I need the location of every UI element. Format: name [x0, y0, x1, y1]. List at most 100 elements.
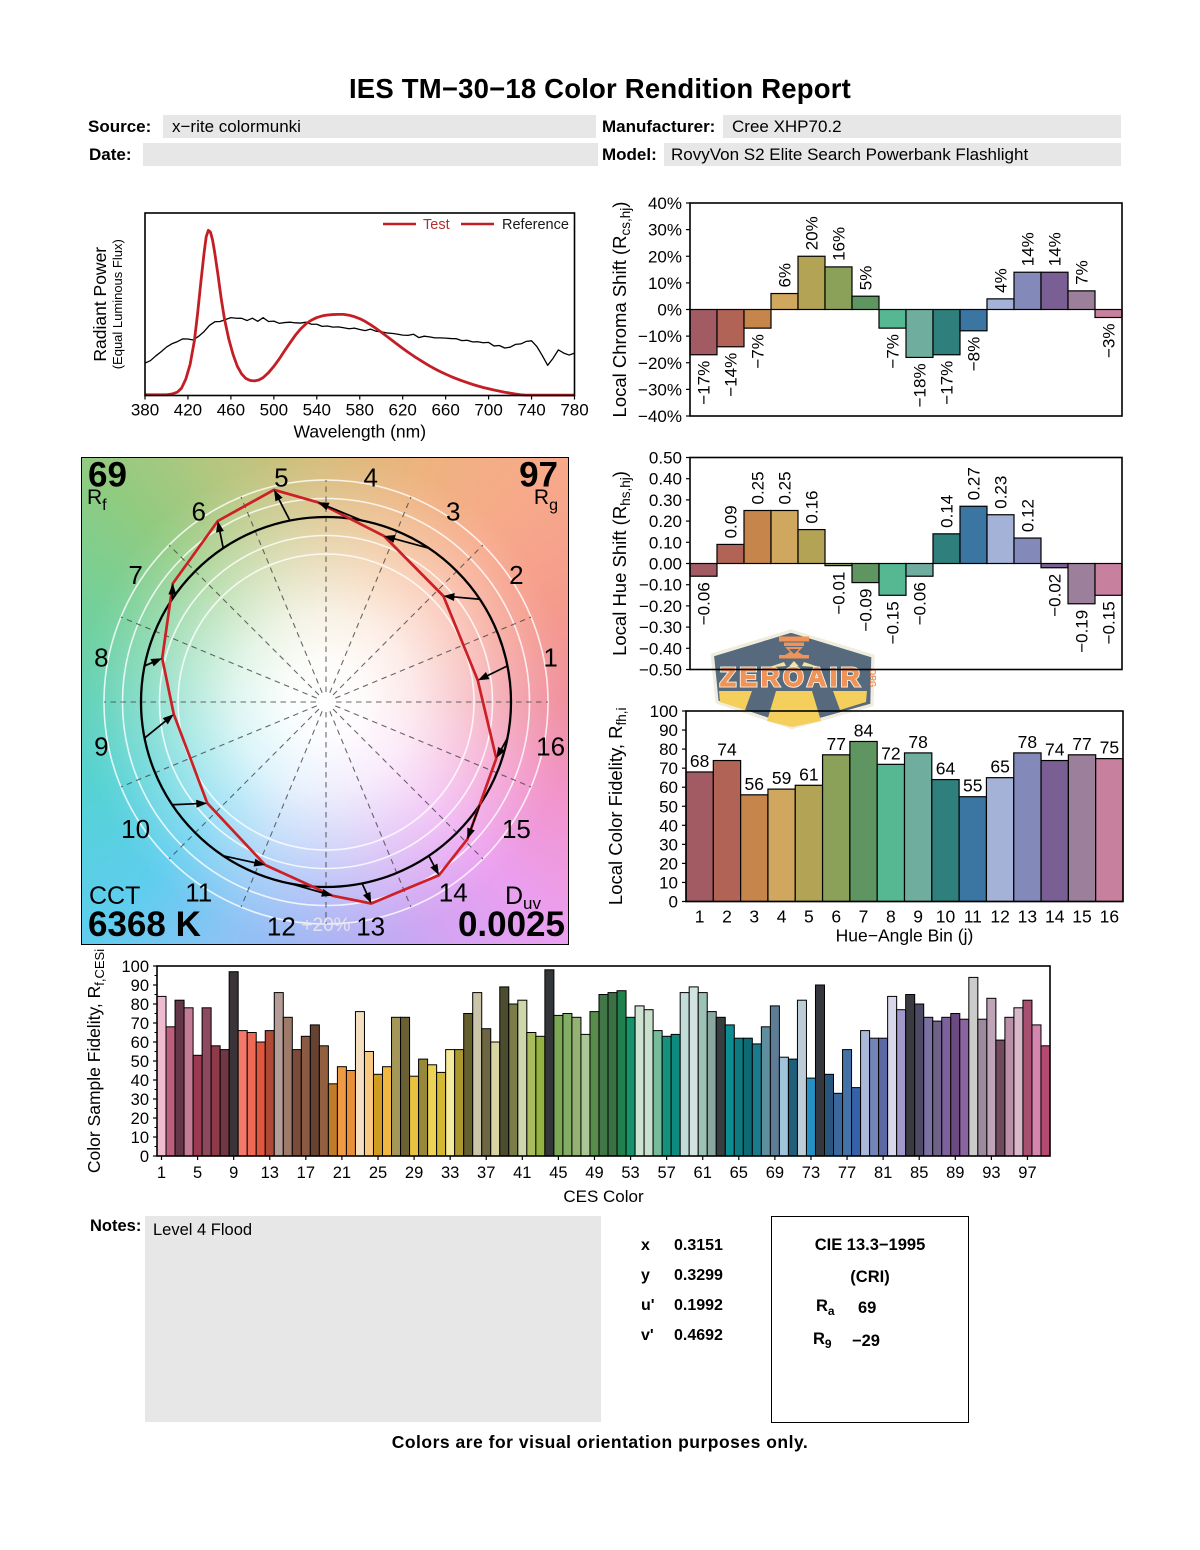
svg-text:93: 93 [982, 1164, 1000, 1182]
svg-text:16: 16 [536, 732, 565, 762]
svg-text:10: 10 [131, 1129, 149, 1147]
svg-text:81: 81 [874, 1164, 892, 1182]
svg-text:2: 2 [509, 560, 523, 590]
svg-text:−0.01: −0.01 [830, 572, 849, 615]
svg-text:5%: 5% [857, 266, 876, 291]
svg-text:49: 49 [585, 1164, 603, 1182]
svg-text:−0.40: −0.40 [639, 639, 682, 658]
svg-text:0.40: 0.40 [649, 470, 682, 489]
svg-text:−0.09: −0.09 [857, 589, 876, 632]
svg-text:69: 69 [766, 1164, 784, 1182]
svg-text:0.12: 0.12 [1019, 499, 1038, 532]
svg-text:56: 56 [745, 774, 764, 794]
svg-text:−30%: −30% [638, 380, 682, 399]
svg-text:77: 77 [1072, 734, 1091, 754]
svg-text:73: 73 [802, 1164, 820, 1182]
svg-text:57: 57 [657, 1164, 675, 1182]
svg-text:68: 68 [690, 751, 709, 771]
svg-text:40: 40 [659, 816, 678, 835]
svg-text:−14%: −14% [722, 353, 741, 397]
svg-text:CES Color: CES Color [563, 1187, 644, 1206]
svg-text:100: 100 [650, 702, 678, 721]
svg-text:Reference: Reference [502, 217, 569, 233]
svg-text:60: 60 [131, 1034, 149, 1052]
svg-text:13: 13 [1018, 907, 1037, 927]
svg-text:740: 740 [517, 401, 545, 420]
svg-text:540: 540 [303, 401, 331, 420]
svg-text:1: 1 [695, 907, 705, 927]
svg-text:420: 420 [174, 401, 202, 420]
svg-text:0.25: 0.25 [749, 471, 768, 504]
svg-text:70: 70 [659, 759, 678, 778]
svg-text:3: 3 [445, 497, 459, 527]
svg-text:−0.10: −0.10 [639, 576, 682, 595]
svg-text:7%: 7% [1073, 260, 1092, 285]
svg-text:8: 8 [886, 907, 896, 927]
svg-text:−0.06: −0.06 [911, 582, 930, 625]
svg-text:6: 6 [191, 497, 205, 527]
svg-text:Test: Test [423, 217, 450, 233]
svg-text:−0.19: −0.19 [1073, 610, 1092, 653]
svg-text:5: 5 [804, 907, 814, 927]
svg-text:Color Sample Fidelity, Rf,CESi: Color Sample Fidelity, Rf,CESi [84, 949, 107, 1173]
svg-text:15: 15 [1072, 907, 1091, 927]
svg-text:85: 85 [910, 1164, 928, 1182]
svg-text:97: 97 [519, 458, 558, 495]
svg-text:25: 25 [369, 1164, 387, 1182]
svg-text:14%: 14% [1019, 232, 1038, 266]
svg-text:30: 30 [659, 835, 678, 854]
svg-text:14: 14 [1045, 907, 1065, 927]
svg-text:77: 77 [838, 1164, 856, 1182]
svg-text:10: 10 [936, 907, 956, 927]
svg-text:84: 84 [854, 720, 874, 740]
svg-text:8: 8 [94, 642, 108, 672]
svg-text:−8%: −8% [965, 337, 984, 372]
svg-text:11: 11 [185, 877, 212, 907]
svg-text:50: 50 [659, 797, 678, 816]
svg-text:55: 55 [963, 776, 982, 796]
svg-text:80: 80 [659, 740, 678, 759]
svg-text:60: 60 [659, 778, 678, 797]
svg-text:59: 59 [772, 768, 791, 788]
svg-text:0.14: 0.14 [938, 495, 957, 528]
svg-text:20%: 20% [803, 216, 822, 250]
svg-text:3: 3 [749, 907, 759, 927]
svg-text:0%: 0% [657, 301, 682, 320]
svg-text:4%: 4% [992, 268, 1011, 293]
svg-text:Rf: Rf [87, 486, 107, 514]
svg-text:6%: 6% [776, 263, 795, 288]
svg-text:0.16: 0.16 [803, 490, 822, 523]
svg-text:13: 13 [356, 912, 385, 942]
svg-text:+20%: +20% [301, 915, 350, 936]
svg-text:78: 78 [908, 732, 927, 752]
svg-text:0.27: 0.27 [965, 467, 984, 500]
svg-text:0.23: 0.23 [992, 476, 1011, 509]
svg-text:−0.50: −0.50 [639, 661, 682, 680]
svg-text:7: 7 [859, 907, 869, 927]
svg-text:500: 500 [260, 401, 288, 420]
svg-text:11: 11 [964, 907, 982, 927]
svg-text:30%: 30% [648, 221, 682, 240]
svg-text:15: 15 [501, 814, 530, 844]
svg-text:17: 17 [297, 1164, 315, 1182]
svg-text:ORG: ORG [868, 669, 877, 687]
svg-text:−40%: −40% [638, 407, 682, 426]
svg-text:65: 65 [990, 757, 1009, 777]
svg-text:CCT: CCT [89, 882, 140, 910]
svg-text:14: 14 [438, 877, 467, 907]
svg-text:0.0025: 0.0025 [457, 905, 564, 944]
svg-text:0.30: 0.30 [649, 491, 682, 510]
svg-text:100: 100 [121, 958, 149, 976]
svg-text:14%: 14% [1046, 232, 1065, 266]
svg-text:0: 0 [140, 1148, 149, 1166]
svg-text:29: 29 [405, 1164, 423, 1182]
svg-text:(Equal Luminous Flux): (Equal Luminous Flux) [110, 239, 125, 369]
svg-text:16%: 16% [830, 227, 849, 261]
svg-text:−0.06: −0.06 [695, 582, 714, 625]
svg-text:0.50: 0.50 [649, 449, 682, 468]
svg-text:−0.15: −0.15 [1100, 601, 1119, 644]
svg-text:−10%: −10% [638, 327, 682, 346]
svg-text:−17%: −17% [695, 361, 714, 405]
svg-text:74: 74 [717, 740, 737, 760]
svg-text:61: 61 [799, 764, 818, 784]
